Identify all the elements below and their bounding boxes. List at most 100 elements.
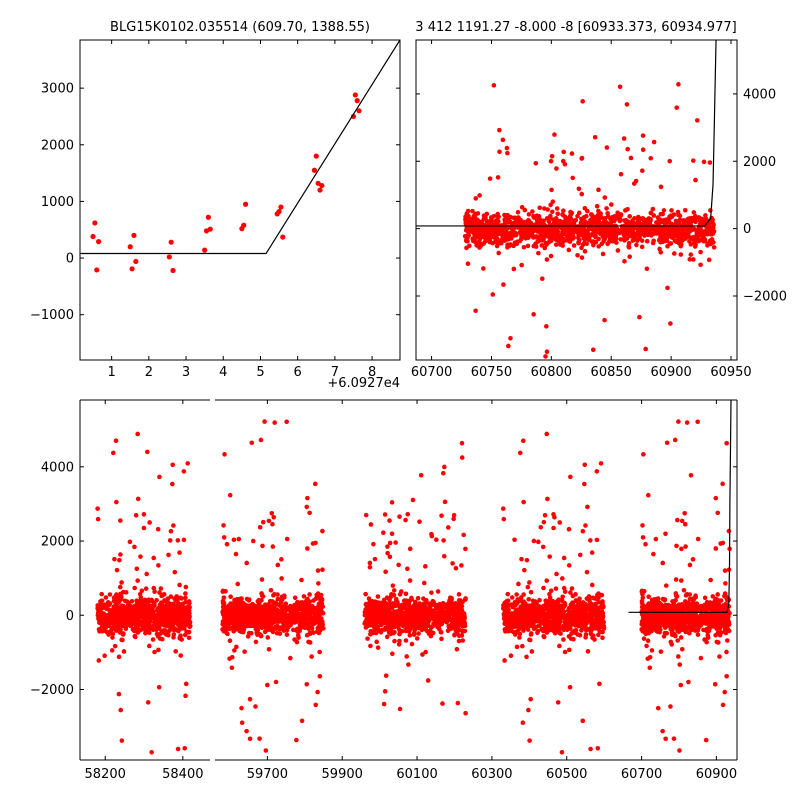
data-point (269, 625, 274, 631)
data-point (677, 236, 682, 242)
data-point (539, 243, 545, 248)
data-point (396, 562, 401, 568)
data-point (489, 216, 494, 221)
data-point (555, 700, 561, 705)
data-point (581, 227, 587, 233)
data-point (596, 236, 601, 242)
data-point (278, 625, 284, 630)
data-point (640, 133, 646, 138)
data-point (633, 178, 639, 184)
data-point (674, 105, 680, 110)
data-point (295, 599, 300, 605)
data-point (381, 530, 386, 536)
data-point (707, 227, 713, 233)
data-point (459, 563, 464, 568)
data-point (221, 595, 227, 600)
data-point (598, 461, 604, 466)
data-point (450, 561, 455, 566)
x-tick-label: 60700 (411, 365, 452, 380)
data-point (94, 267, 100, 273)
data-point (301, 594, 307, 599)
data-point (96, 239, 102, 245)
data-point (173, 649, 178, 654)
data-point (640, 168, 645, 174)
data-point (689, 235, 694, 241)
data-point (455, 630, 460, 636)
data-point (282, 612, 287, 618)
data-point (135, 431, 140, 437)
data-point (155, 608, 160, 614)
data-point (601, 229, 607, 235)
data-point (593, 624, 598, 630)
data-point (157, 636, 163, 641)
data-point (257, 524, 263, 530)
data-point (642, 233, 647, 238)
data-point (596, 187, 601, 193)
data-point (625, 146, 630, 152)
data-point (664, 232, 669, 237)
data-point (168, 528, 174, 534)
data-point (688, 252, 694, 257)
data-point (141, 512, 147, 517)
data-point (693, 177, 698, 183)
data-point (170, 481, 175, 487)
data-point (119, 738, 125, 743)
data-point (385, 544, 390, 549)
data-point (157, 602, 163, 608)
data-point (307, 610, 313, 616)
data-point (546, 231, 552, 237)
data-point (602, 195, 608, 200)
data-point (395, 612, 401, 617)
data-point (416, 625, 421, 631)
data-point (511, 215, 516, 221)
data-point (565, 608, 571, 614)
data-point (371, 618, 377, 624)
data-point (120, 589, 126, 595)
data-point (644, 217, 649, 223)
data-point (576, 233, 581, 238)
data-point (513, 230, 518, 236)
data-point (545, 496, 550, 502)
data-point (623, 218, 629, 223)
data-point (425, 678, 431, 683)
data-point (288, 655, 293, 661)
data-point (645, 232, 651, 238)
data-point (481, 266, 486, 271)
data-point (120, 637, 125, 643)
data-point (512, 632, 518, 637)
data-point (239, 596, 244, 601)
data-point (122, 609, 128, 614)
data-point (483, 230, 489, 236)
data-point (623, 208, 628, 213)
data-point (584, 569, 590, 575)
data-point (549, 187, 554, 193)
data-point (143, 630, 148, 636)
data-point (607, 236, 613, 241)
data-point (588, 212, 594, 217)
data-point (233, 551, 239, 557)
model-curve (416, 40, 717, 227)
data-point (413, 610, 419, 616)
data-point (569, 210, 575, 216)
data-point (405, 511, 411, 517)
data-point (362, 621, 368, 626)
data-point (450, 608, 455, 613)
data-point (433, 537, 439, 542)
data-point (393, 596, 399, 602)
data-point (178, 653, 184, 658)
data-point (270, 614, 276, 620)
data-point (267, 603, 273, 609)
data-point (320, 528, 325, 534)
data-point (311, 630, 316, 635)
data-point (132, 585, 137, 591)
data-point (118, 596, 124, 602)
data-point (388, 622, 393, 628)
data-point (319, 596, 324, 602)
data-point (292, 637, 297, 642)
data-point (279, 557, 284, 562)
data-point (548, 588, 554, 594)
data-point (508, 336, 513, 341)
data-point (446, 625, 452, 630)
data-point (507, 628, 513, 634)
